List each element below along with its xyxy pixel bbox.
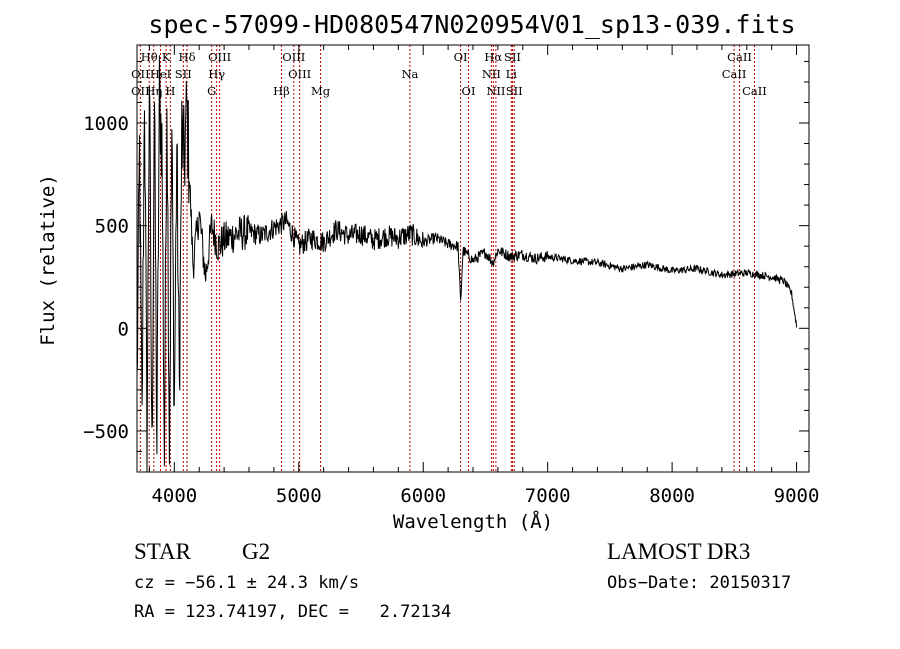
x-tick-label: 5000	[276, 485, 322, 507]
line-label: Hθ	[141, 50, 158, 64]
y-tick-label: −500	[83, 421, 129, 443]
line-label: Hα	[484, 50, 502, 64]
line-label: OI	[454, 50, 468, 64]
x-tick-label: 4000	[151, 485, 197, 507]
survey-name: LAMOST DR3	[607, 539, 751, 564]
chart-title: spec-57099-HD080547N020954V01_sp13-039.f…	[148, 10, 795, 39]
observation-date: Obs−Date: 20150317	[607, 573, 792, 593]
line-label: Li	[506, 67, 518, 81]
line-label: K	[162, 50, 171, 64]
x-axis-label: Wavelength (Å)	[393, 510, 553, 533]
emission-line-markers	[139, 45, 755, 472]
line-label: Hδ	[179, 50, 196, 64]
line-label: NII	[482, 67, 501, 81]
x-tick-label: 7000	[525, 485, 571, 507]
object-class: STAR	[134, 539, 191, 564]
y-tick-label: 0	[118, 318, 129, 340]
redshift-velocity: cz = −56.1 ± 24.3 km/s	[134, 573, 360, 593]
line-label: Hγ	[208, 67, 225, 81]
line-label: OIII	[208, 50, 231, 64]
line-label: Mg	[311, 84, 331, 98]
line-label: SII	[175, 67, 192, 81]
y-tick-label: 500	[95, 216, 129, 238]
line-label: NII	[486, 84, 505, 98]
line-label: CaII	[742, 84, 767, 98]
y-axis: −500 0 500 1000	[83, 60, 809, 452]
ra-dec-coordinates: RA = 123.74197, DEC = 2.72134	[134, 602, 452, 622]
x-tick-label: 8000	[649, 485, 695, 507]
line-label: Na	[401, 67, 418, 81]
spectrum-line	[136, 55, 798, 473]
line-label: SII	[504, 50, 521, 64]
line-label: OII	[131, 84, 150, 98]
x-axis: 4000 5000 6000 7000 8000 9000	[148, 45, 820, 507]
line-label: HeI	[150, 67, 171, 81]
x-tick-label: 6000	[400, 485, 446, 507]
y-tick-label: 1000	[83, 113, 129, 135]
line-label: OII	[131, 67, 150, 81]
line-label: OIII	[288, 67, 311, 81]
y-axis-label: Flux (relative)	[37, 174, 59, 346]
line-label: H	[165, 84, 175, 98]
object-subclass: G2	[242, 539, 271, 564]
line-label: OI	[462, 84, 476, 98]
line-label: CaII	[727, 50, 752, 64]
x-tick-label: 9000	[774, 485, 820, 507]
line-label: OIII	[282, 50, 305, 64]
line-label: SII	[506, 84, 523, 98]
line-label: G	[207, 84, 216, 98]
line-label: CaII	[722, 67, 747, 81]
line-label: Hβ	[273, 84, 290, 98]
